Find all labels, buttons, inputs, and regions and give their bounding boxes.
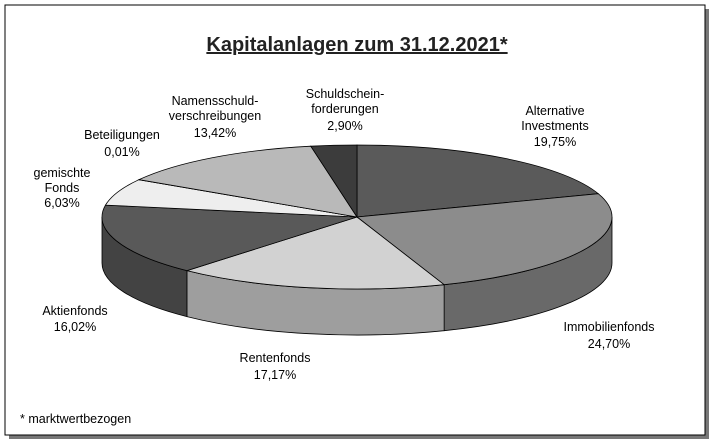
value-label: 17,17% [253, 368, 297, 382]
value-label: 6,03% [44, 196, 80, 210]
slice [137, 145, 358, 218]
slice-label: gemischte Fonds [33, 166, 91, 195]
slice-label: Namensschuld- verschreibungen [168, 94, 262, 123]
slice [310, 144, 358, 219]
slice-label: Immobilienfonds [563, 320, 655, 334]
slice [355, 193, 613, 286]
slice-label: Rentenfonds [239, 351, 311, 365]
slice-label: Schuldschein- forderungen [305, 87, 385, 116]
slice-label: Alternative Investments [521, 104, 589, 133]
slice [185, 216, 446, 290]
value-label: 19,75% [533, 135, 577, 149]
value-label: 24,70% [587, 337, 631, 351]
value-label: 16,02% [53, 320, 97, 334]
slice [356, 144, 600, 218]
slice-label: Beteiligungen [84, 128, 160, 142]
footnote: * marktwertbezogen [20, 412, 132, 426]
value-label: 0,01% [104, 145, 140, 159]
value-label: 13,42% [193, 126, 237, 140]
chart-title: Kapitalanlagen zum 31.12.2021* [206, 34, 508, 56]
slice [101, 204, 358, 272]
slice-label: Aktienfonds [42, 304, 108, 318]
value-label: 2,90% [327, 119, 363, 133]
